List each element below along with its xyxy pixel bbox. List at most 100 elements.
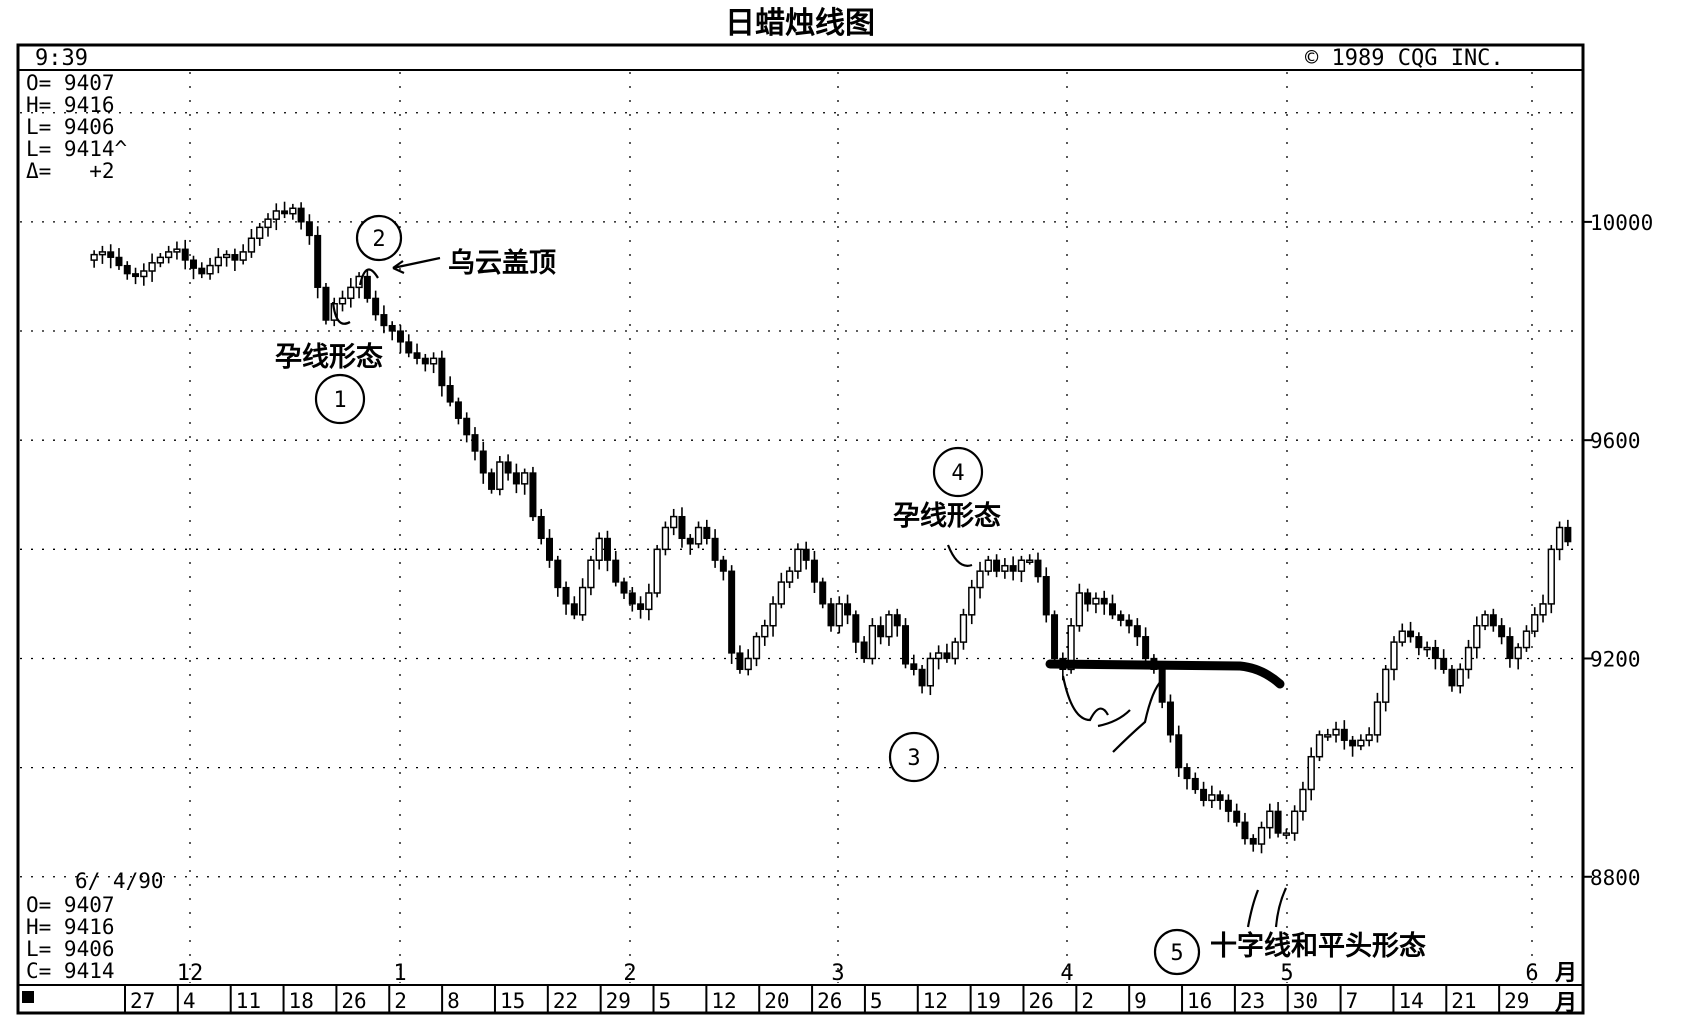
candle-body bbox=[297, 207, 305, 223]
candle-body bbox=[363, 275, 371, 299]
ohlc-top-delta: Δ= +2 bbox=[26, 159, 115, 183]
candle-body bbox=[231, 254, 239, 261]
candle-body bbox=[769, 603, 777, 627]
candle-body bbox=[1555, 526, 1564, 551]
candle-body bbox=[612, 559, 620, 583]
candle-body bbox=[1034, 559, 1042, 578]
candle-body bbox=[1067, 624, 1075, 671]
candle-body bbox=[1398, 630, 1406, 643]
annotation-2-arc bbox=[358, 268, 379, 286]
candle-body bbox=[752, 635, 761, 660]
week-label: 23 bbox=[1240, 989, 1265, 1013]
candle-body bbox=[1257, 826, 1266, 845]
candle-body bbox=[1349, 739, 1357, 747]
month-unit-label: 月 bbox=[1554, 961, 1577, 986]
candle-body bbox=[496, 461, 504, 491]
candle-body bbox=[719, 559, 727, 572]
candle-body bbox=[885, 614, 893, 638]
annotation-5-dip-3 bbox=[1112, 679, 1163, 753]
candle-body bbox=[810, 559, 818, 583]
week-row-marker bbox=[22, 991, 34, 1003]
week-label: 26 bbox=[817, 989, 842, 1013]
candle-body bbox=[521, 472, 529, 485]
candle-body bbox=[1166, 701, 1174, 736]
candle-body bbox=[1299, 788, 1307, 813]
candle-body bbox=[239, 251, 247, 261]
chart-title: 日蜡烛线图 bbox=[725, 6, 875, 41]
candle-body bbox=[314, 234, 322, 288]
candle-body bbox=[1158, 668, 1166, 703]
candle-body bbox=[1390, 641, 1398, 671]
week-label: 7 bbox=[1346, 989, 1359, 1013]
week-label: 26 bbox=[1028, 989, 1053, 1013]
week-label: 27 bbox=[130, 989, 155, 1013]
candle-body bbox=[1373, 701, 1382, 736]
week-label: 5 bbox=[659, 989, 672, 1013]
candle-body bbox=[463, 417, 471, 436]
candle-body bbox=[438, 357, 446, 387]
annotation-2-number: 2 bbox=[372, 227, 385, 252]
candle-body bbox=[405, 341, 413, 354]
y-tick-label: 8800 bbox=[1590, 866, 1641, 890]
annotation-5-label: 十字线和平头形态 bbox=[1210, 930, 1426, 962]
y-tick-label: 9200 bbox=[1590, 647, 1641, 671]
annotation-3-number: 3 bbox=[907, 746, 920, 771]
candle-body bbox=[1332, 728, 1340, 736]
candle-body bbox=[1315, 734, 1324, 758]
candle-body bbox=[1324, 734, 1332, 738]
week-label: 22 bbox=[553, 989, 578, 1013]
date-axis: 12 1 2 3 4 5 6 月27 4 11 18 26 2 8 15 22 29 5 12 20 26 5 12 19 26… bbox=[22, 961, 1577, 1016]
annotation-4-circle bbox=[932, 446, 984, 498]
candle-body bbox=[380, 314, 388, 327]
candle-body bbox=[140, 270, 148, 278]
candle-body bbox=[637, 603, 645, 610]
candle-body bbox=[537, 515, 545, 540]
annotation-2-circle bbox=[355, 214, 403, 262]
candle-body bbox=[165, 251, 173, 259]
candle-body bbox=[910, 663, 918, 670]
annotation-5: 5 十字线和平头形态 bbox=[1045, 659, 1426, 976]
candle-body bbox=[1415, 636, 1423, 649]
annotation-1-circle bbox=[314, 373, 366, 425]
candle-body bbox=[993, 559, 1001, 572]
annotation-3-circle bbox=[888, 731, 940, 783]
annotation-5-trendline bbox=[1045, 659, 1285, 689]
candle-body bbox=[1142, 636, 1150, 660]
week-label: 18 bbox=[289, 989, 314, 1013]
candle-body bbox=[1498, 625, 1506, 638]
candle-body bbox=[918, 668, 926, 687]
candle-body bbox=[777, 581, 785, 605]
candle-body bbox=[943, 652, 951, 660]
annotation-4: 4 孕线形态 bbox=[893, 446, 1001, 567]
candle-body bbox=[264, 218, 272, 229]
week-label: 2 bbox=[1081, 989, 1094, 1013]
candle-body bbox=[1133, 625, 1141, 638]
candle-body bbox=[1473, 624, 1481, 649]
candle-body bbox=[479, 450, 487, 474]
candle-body bbox=[761, 624, 769, 638]
candle-body bbox=[90, 253, 98, 261]
candle-body bbox=[1431, 646, 1439, 660]
candle-body bbox=[1009, 565, 1017, 572]
week-label: 12 bbox=[711, 989, 736, 1013]
candle-body bbox=[1531, 614, 1539, 632]
candle-body bbox=[819, 581, 827, 605]
ohlc-bottom-low: L= 9406 bbox=[26, 937, 115, 961]
candle-body bbox=[877, 625, 885, 638]
candle-body bbox=[372, 297, 380, 316]
week-label: 26 bbox=[341, 989, 366, 1013]
candle-body bbox=[554, 559, 562, 589]
candle-body bbox=[628, 592, 636, 605]
annotation-1-arrow bbox=[331, 301, 351, 325]
candle-body bbox=[1249, 837, 1257, 845]
annotation-4-arrow bbox=[946, 544, 973, 567]
candle-body bbox=[322, 286, 330, 321]
candle-body bbox=[744, 657, 752, 671]
candle-body bbox=[214, 256, 222, 267]
annotation-5-number: 5 bbox=[1170, 941, 1183, 966]
candle-body bbox=[694, 526, 703, 545]
annotation-5-circle bbox=[1153, 928, 1201, 976]
candle-body bbox=[578, 586, 587, 616]
candle-body bbox=[976, 570, 984, 589]
